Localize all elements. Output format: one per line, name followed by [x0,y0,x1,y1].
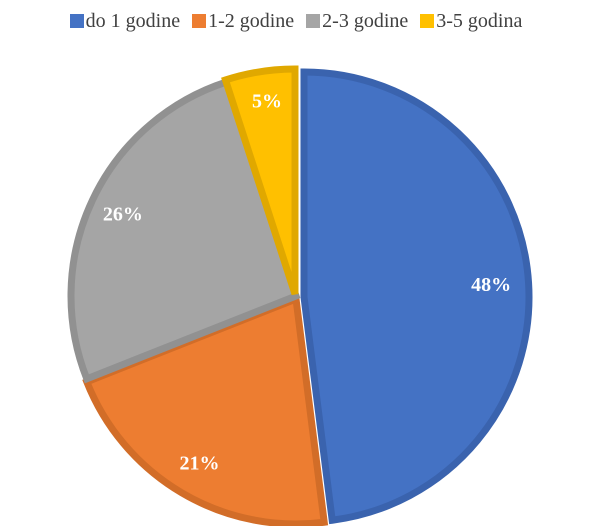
legend-swatch [69,14,84,28]
legend-item-1: do 1 godine [69,7,181,35]
slice-data-label: 21% [180,453,220,475]
legend-item-4: 3-5 godina [420,7,522,35]
legend-label: 1-2 godine [208,9,295,32]
legend-swatch [420,14,435,28]
pie-slice-1 [300,68,533,525]
pie-slice-2 [82,294,329,526]
legend: do 1 godine 1-2 godine 2-3 godine 3-5 godin… [0,7,592,35]
legend-label: 2-3 godine [322,9,409,32]
pie-slice-3 [67,77,301,384]
legend-item-2: 1-2 godine [192,7,294,35]
slice-data-label: 26% [103,204,143,226]
legend-swatch [306,14,321,28]
pie-slice-4 [221,65,299,296]
legend-swatch [192,14,207,28]
legend-label: do 1 godine [85,9,181,32]
slice-data-label: 5% [252,90,282,112]
legend-item-3: 2-3 godine [306,7,408,35]
legend-label: 3-5 godina [436,9,523,32]
slice-data-label: 48% [471,274,511,296]
